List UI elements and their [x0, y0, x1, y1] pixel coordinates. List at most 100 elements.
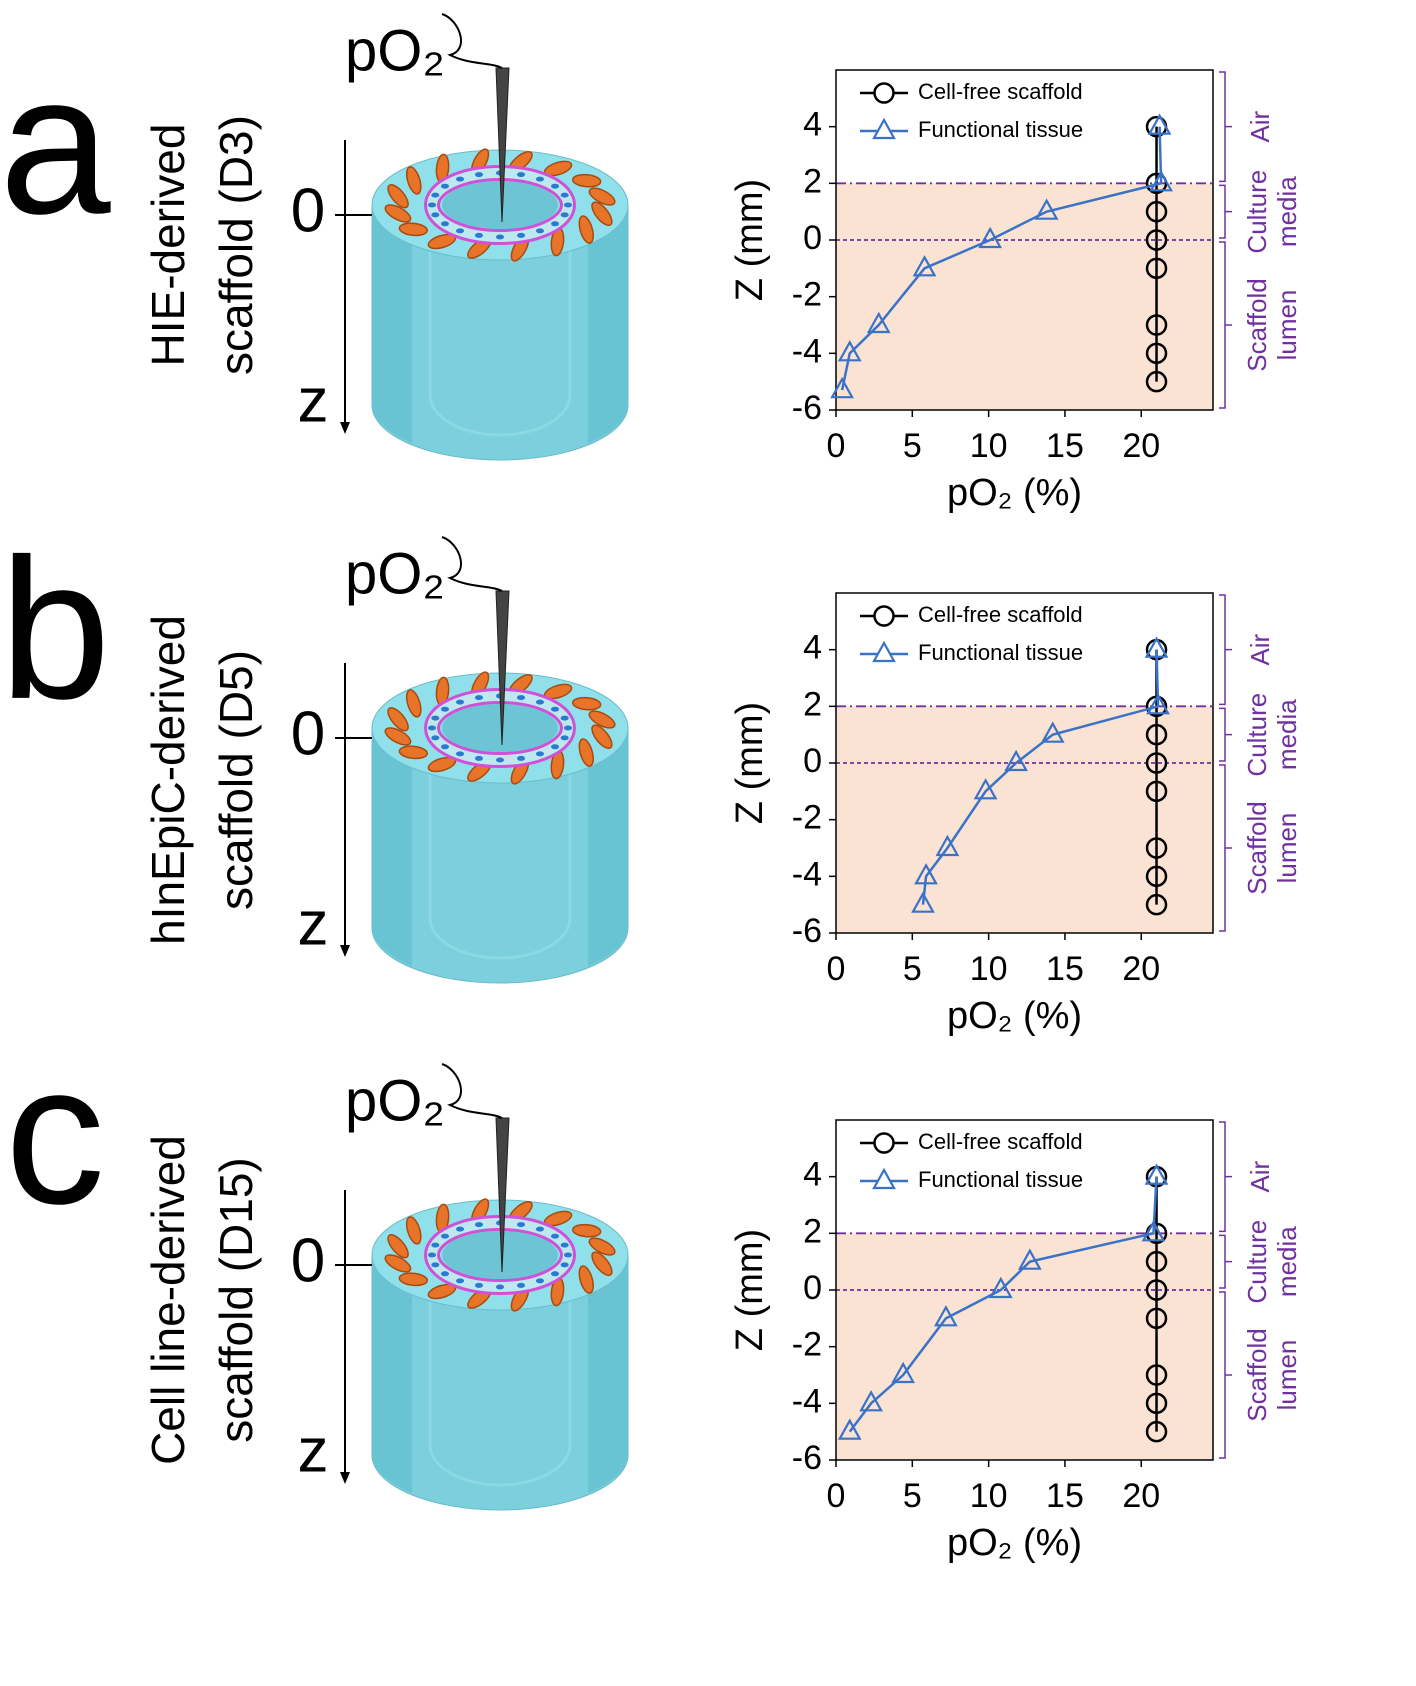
- sample-label: scaffold (D3): [210, 115, 262, 375]
- sample-label: HIE-derived: [142, 124, 194, 367]
- legend-marker: [873, 605, 895, 627]
- x-axis-label: pO₂ (%): [947, 472, 1082, 514]
- depth-arrow: [340, 945, 350, 957]
- data-point: [1149, 170, 1173, 192]
- epithelial-nucleus: [564, 1252, 572, 1258]
- data-point: [1145, 780, 1168, 803]
- x-tick-label: 15: [1046, 950, 1084, 988]
- epithelial-nucleus: [474, 172, 483, 178]
- epithelial-nucleus: [564, 725, 572, 731]
- scaffold-shade-left: [372, 728, 412, 966]
- lumen-inner: [428, 1285, 572, 1487]
- data-point: [973, 778, 998, 800]
- x-tick-label: 20: [1122, 427, 1160, 465]
- stromal-cell: [591, 201, 613, 227]
- data-point: [1145, 200, 1168, 223]
- epithelial-nucleus: [517, 1222, 526, 1228]
- depth-label: z: [298, 366, 329, 435]
- data-point: [912, 255, 937, 277]
- legend-label: Cell-free scaffold: [918, 602, 1083, 627]
- data-point: [1141, 1220, 1166, 1242]
- probe-label: pO₂: [345, 541, 445, 606]
- data-point: [988, 1276, 1013, 1299]
- data-point: [1145, 1420, 1168, 1443]
- scaffold-shade-right: [588, 728, 628, 966]
- probe-label: pO₂: [345, 18, 445, 83]
- region-label: Scaffold: [1242, 801, 1272, 894]
- y-tick-label: 2: [803, 1212, 822, 1250]
- x-tick-label: 0: [827, 427, 846, 465]
- data-point: [1145, 723, 1168, 746]
- x-tick-label: 10: [970, 950, 1008, 988]
- data-point: [1145, 229, 1168, 251]
- epithelial-nucleus: [535, 1226, 544, 1232]
- epithelial-nucleus: [428, 202, 436, 208]
- epithelial-nucleus: [496, 234, 504, 240]
- region-bracket: [1219, 1234, 1232, 1289]
- region-label: Scaffold: [1242, 278, 1272, 371]
- x-tick-label: 0: [827, 1477, 846, 1515]
- panel-letter: b: [0, 518, 111, 741]
- epithelial-nucleus: [551, 221, 560, 227]
- data-point: [1147, 113, 1172, 135]
- data-point: [1017, 1248, 1042, 1270]
- y-tick-label: -2: [792, 799, 822, 837]
- y-tick-label: 4: [803, 1156, 822, 1194]
- epithelial-nucleus: [440, 1271, 449, 1277]
- epithelial-nucleus: [440, 744, 449, 750]
- region-label: lumen: [1272, 813, 1302, 884]
- region-label: Air: [1245, 633, 1275, 665]
- data-point: [1145, 1307, 1168, 1330]
- scaffold-body: [371, 204, 629, 461]
- stromal-cell: [387, 184, 409, 209]
- region-bracket: [1219, 594, 1232, 706]
- y-tick-label: -6: [792, 1439, 822, 1477]
- data-point: [1034, 198, 1059, 220]
- stromal-cell: [588, 1237, 616, 1256]
- epithelial-nucleus: [560, 1262, 569, 1268]
- data-point: [1004, 749, 1028, 772]
- y-tick-label: -6: [792, 912, 822, 950]
- sample-label: hInEpiC-derived: [142, 615, 194, 945]
- region-label: lumen: [1272, 290, 1302, 361]
- probe-label: pO₂: [345, 1068, 445, 1133]
- data-point: [1146, 693, 1170, 715]
- data-point: [1145, 314, 1168, 336]
- legend-marker: [872, 1167, 896, 1190]
- data-point: [1145, 865, 1168, 888]
- zero-label: 0: [291, 1226, 325, 1295]
- stromal-cell: [591, 724, 613, 750]
- epithelial-nucleus: [551, 1233, 560, 1239]
- stromal-cell: [571, 1223, 602, 1238]
- y-tick-label: -6: [792, 389, 822, 427]
- data-point: [1040, 721, 1065, 743]
- y-tick-label: 0: [803, 1269, 822, 1307]
- region-label: media: [1272, 699, 1302, 770]
- y-axis-label: Z (mm): [729, 179, 771, 301]
- data-point: [1145, 837, 1168, 859]
- epithelial-nucleus: [456, 228, 465, 234]
- scaffold-body: [371, 727, 629, 984]
- stromal-cell: [588, 187, 616, 206]
- scaffold-shade-left: [372, 1255, 412, 1493]
- depth-label: z: [298, 1416, 329, 1485]
- scaffold-body: [371, 1254, 629, 1511]
- epithelial-nucleus: [564, 202, 572, 208]
- data-point: [1144, 1163, 1169, 1185]
- region-label: Air: [1245, 1160, 1275, 1192]
- epithelial-nucleus: [551, 706, 560, 712]
- epithelial-nucleus: [535, 751, 544, 757]
- epithelial-nucleus: [440, 706, 449, 712]
- epithelial-nucleus: [517, 232, 526, 238]
- series-line: [848, 1176, 1158, 1433]
- y-tick-label: -4: [792, 332, 822, 370]
- legend-marker: [872, 640, 896, 663]
- epithelial-nucleus: [535, 699, 544, 705]
- data-point: [1145, 370, 1168, 393]
- data-point: [1145, 1250, 1168, 1273]
- data-point: [866, 311, 891, 334]
- shade-region: [836, 1233, 1213, 1460]
- scaffold-shade-right: [588, 1255, 628, 1493]
- epithelial-nucleus: [560, 715, 569, 721]
